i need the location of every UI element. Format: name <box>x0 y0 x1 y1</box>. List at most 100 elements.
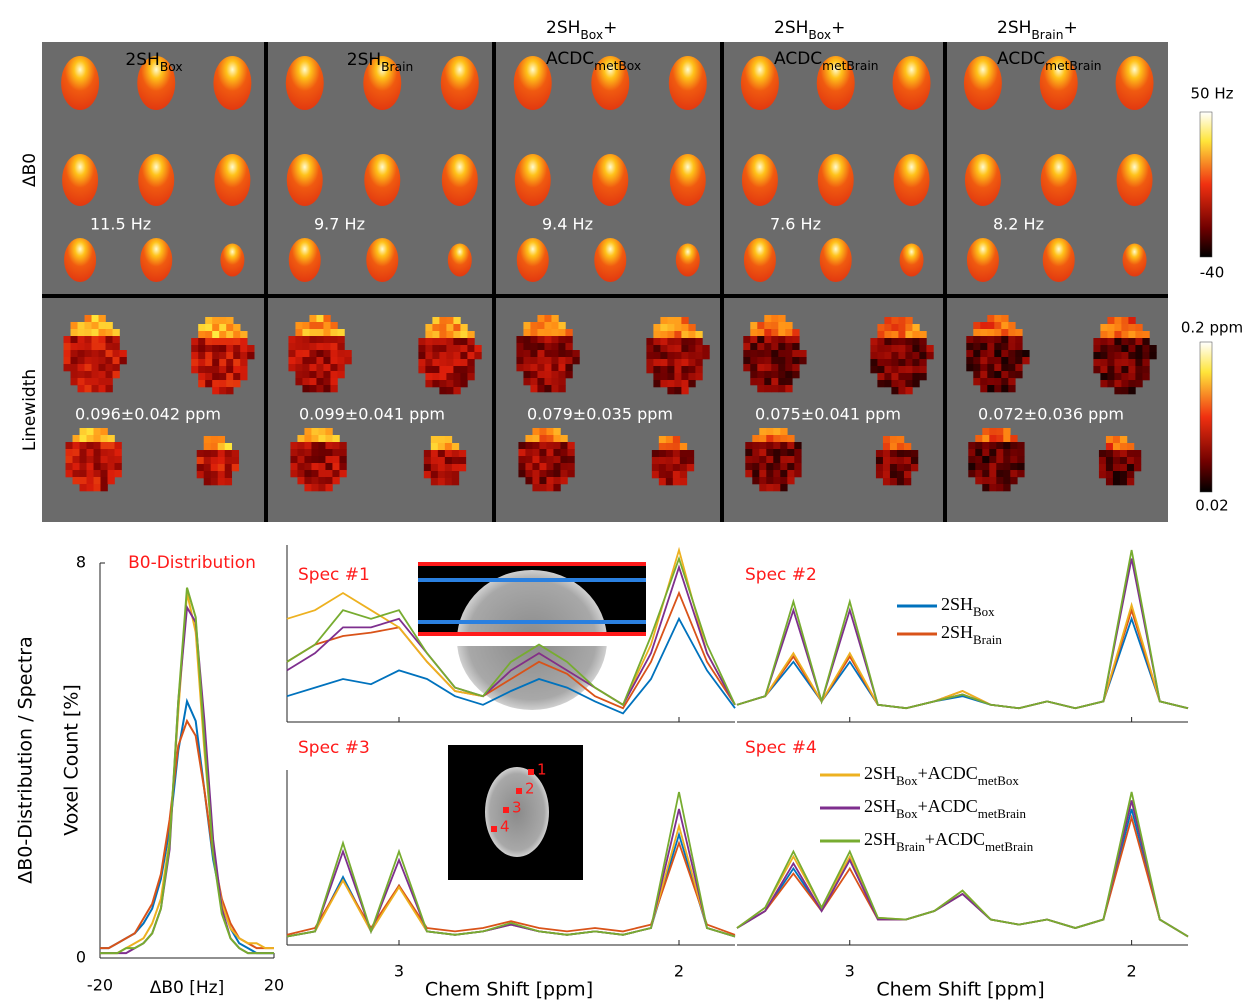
pixel <box>757 378 764 385</box>
pixel <box>1135 373 1142 380</box>
pixel <box>565 350 572 357</box>
pixel <box>309 385 316 392</box>
pixel <box>108 477 115 484</box>
pixel <box>439 324 446 331</box>
b0-map-slice <box>820 238 852 282</box>
pixel <box>660 380 667 387</box>
pixel <box>544 350 551 357</box>
pixel <box>757 364 764 371</box>
pixel <box>1120 450 1127 457</box>
pixel <box>780 456 787 463</box>
pixel <box>975 456 982 463</box>
pixel <box>197 450 204 457</box>
pixel <box>445 471 452 478</box>
pixel <box>673 464 680 471</box>
pixel <box>905 366 912 373</box>
pixel <box>877 352 884 359</box>
pixel <box>439 338 446 345</box>
pixel <box>106 364 113 371</box>
pixel <box>891 331 898 338</box>
pixel <box>1121 359 1128 366</box>
pixel <box>766 442 773 449</box>
pixel <box>681 324 688 331</box>
distribution-line <box>100 588 274 953</box>
linewidth-map-slice <box>518 428 574 491</box>
pixel <box>560 456 567 463</box>
pixel <box>537 315 544 322</box>
pixel <box>205 338 212 345</box>
pixel <box>764 364 771 371</box>
pixel <box>996 463 1003 470</box>
pixel <box>757 322 764 329</box>
pixel <box>518 449 525 456</box>
pixel <box>197 471 204 478</box>
pixel <box>85 322 92 329</box>
pixel <box>996 477 1003 484</box>
pixel <box>302 329 309 336</box>
pixel <box>233 324 240 331</box>
pixel <box>702 352 709 359</box>
pixel <box>1113 443 1120 450</box>
pixel <box>653 359 660 366</box>
pixel <box>438 464 445 471</box>
pixel <box>764 315 771 322</box>
pixel <box>1106 436 1113 443</box>
pixel <box>883 471 890 478</box>
pixel <box>973 371 980 378</box>
pixel <box>688 352 695 359</box>
pixel <box>71 378 78 385</box>
pixel <box>78 322 85 329</box>
pixel <box>115 449 122 456</box>
pixel <box>204 464 211 471</box>
pixel <box>778 350 785 357</box>
pixel <box>233 373 240 380</box>
pixel <box>87 456 94 463</box>
pixel <box>1003 456 1010 463</box>
pixel <box>745 463 752 470</box>
pixel <box>980 378 987 385</box>
pixel <box>1121 380 1128 387</box>
pixel <box>546 470 553 477</box>
pixel <box>1010 477 1017 484</box>
pixel <box>659 457 666 464</box>
pixel <box>297 442 304 449</box>
pixel <box>445 436 452 443</box>
subscript: Brain <box>1031 28 1063 42</box>
pixel <box>891 324 898 331</box>
pixel <box>85 364 92 371</box>
pixel <box>551 385 558 392</box>
pixel <box>919 352 926 359</box>
pixel <box>773 442 780 449</box>
pixel <box>115 442 122 449</box>
pixel <box>674 331 681 338</box>
pixel <box>332 477 339 484</box>
pixel <box>1008 371 1015 378</box>
pixel <box>1113 471 1120 478</box>
pixel <box>218 436 225 443</box>
pixel <box>996 484 1003 491</box>
pixel <box>660 345 667 352</box>
pixel <box>792 329 799 336</box>
pixel <box>752 435 759 442</box>
pixel <box>108 449 115 456</box>
pixel <box>975 442 982 449</box>
subscript: Box <box>973 604 995 619</box>
pixel <box>85 315 92 322</box>
colorbar-label: -40 <box>1200 264 1225 282</box>
pixel <box>537 378 544 385</box>
b0-map-slice <box>366 238 398 282</box>
pixel <box>973 322 980 329</box>
pixel <box>115 463 122 470</box>
pixel <box>695 373 702 380</box>
pixel <box>926 352 933 359</box>
pixel <box>439 352 446 359</box>
text-part: 2SH <box>997 18 1031 38</box>
pixel <box>652 464 659 471</box>
pixel <box>666 457 673 464</box>
pixel <box>766 435 773 442</box>
pixel <box>975 435 982 442</box>
pixel <box>1107 324 1114 331</box>
pixel <box>989 442 996 449</box>
pixel <box>544 343 551 350</box>
pixel <box>452 450 459 457</box>
